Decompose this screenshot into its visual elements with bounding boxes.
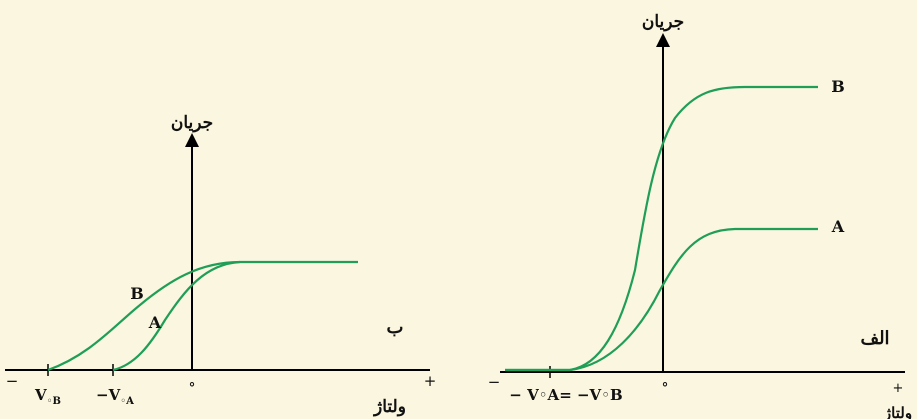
left-y-axis-label: جریان	[171, 113, 213, 133]
right-curve-label-a: A	[831, 217, 845, 236]
left-curve-a	[112, 260, 241, 372]
left-graph: جریان ولتاژ ب B A ° − + V◦B −V◦A	[5, 113, 436, 417]
right-plus-sign: +	[893, 381, 904, 396]
left-plus-sign: +	[424, 372, 437, 390]
left-tick-label-vb: V◦B	[34, 386, 61, 407]
right-minus-sign: −	[488, 373, 501, 391]
left-panel-label: ب	[387, 317, 404, 338]
right-curve-label-b: B	[831, 77, 845, 96]
right-graph: جریان ولتاژ الف B A ° − + − V◦A= −V◦B	[488, 12, 912, 419]
right-origin-label: °	[662, 381, 669, 396]
right-curve-b	[505, 85, 818, 372]
left-curve-b	[47, 260, 358, 372]
left-curve-label-b: B	[130, 284, 144, 303]
left-curve-label-a: A	[148, 313, 162, 332]
right-y-axis-label: جریان	[642, 12, 684, 32]
right-curve-a	[505, 227, 818, 372]
right-panel-label: الف	[860, 328, 889, 349]
right-x-axis-label: ولتاژ	[883, 404, 912, 419]
left-tick-label-va: −V◦A	[96, 386, 134, 407]
left-x-axis-label: ولتاژ	[372, 397, 406, 417]
left-origin-label: °	[189, 381, 196, 396]
left-minus-sign: −	[6, 372, 19, 390]
right-tick-label: − V◦A= −V◦B	[509, 386, 622, 404]
